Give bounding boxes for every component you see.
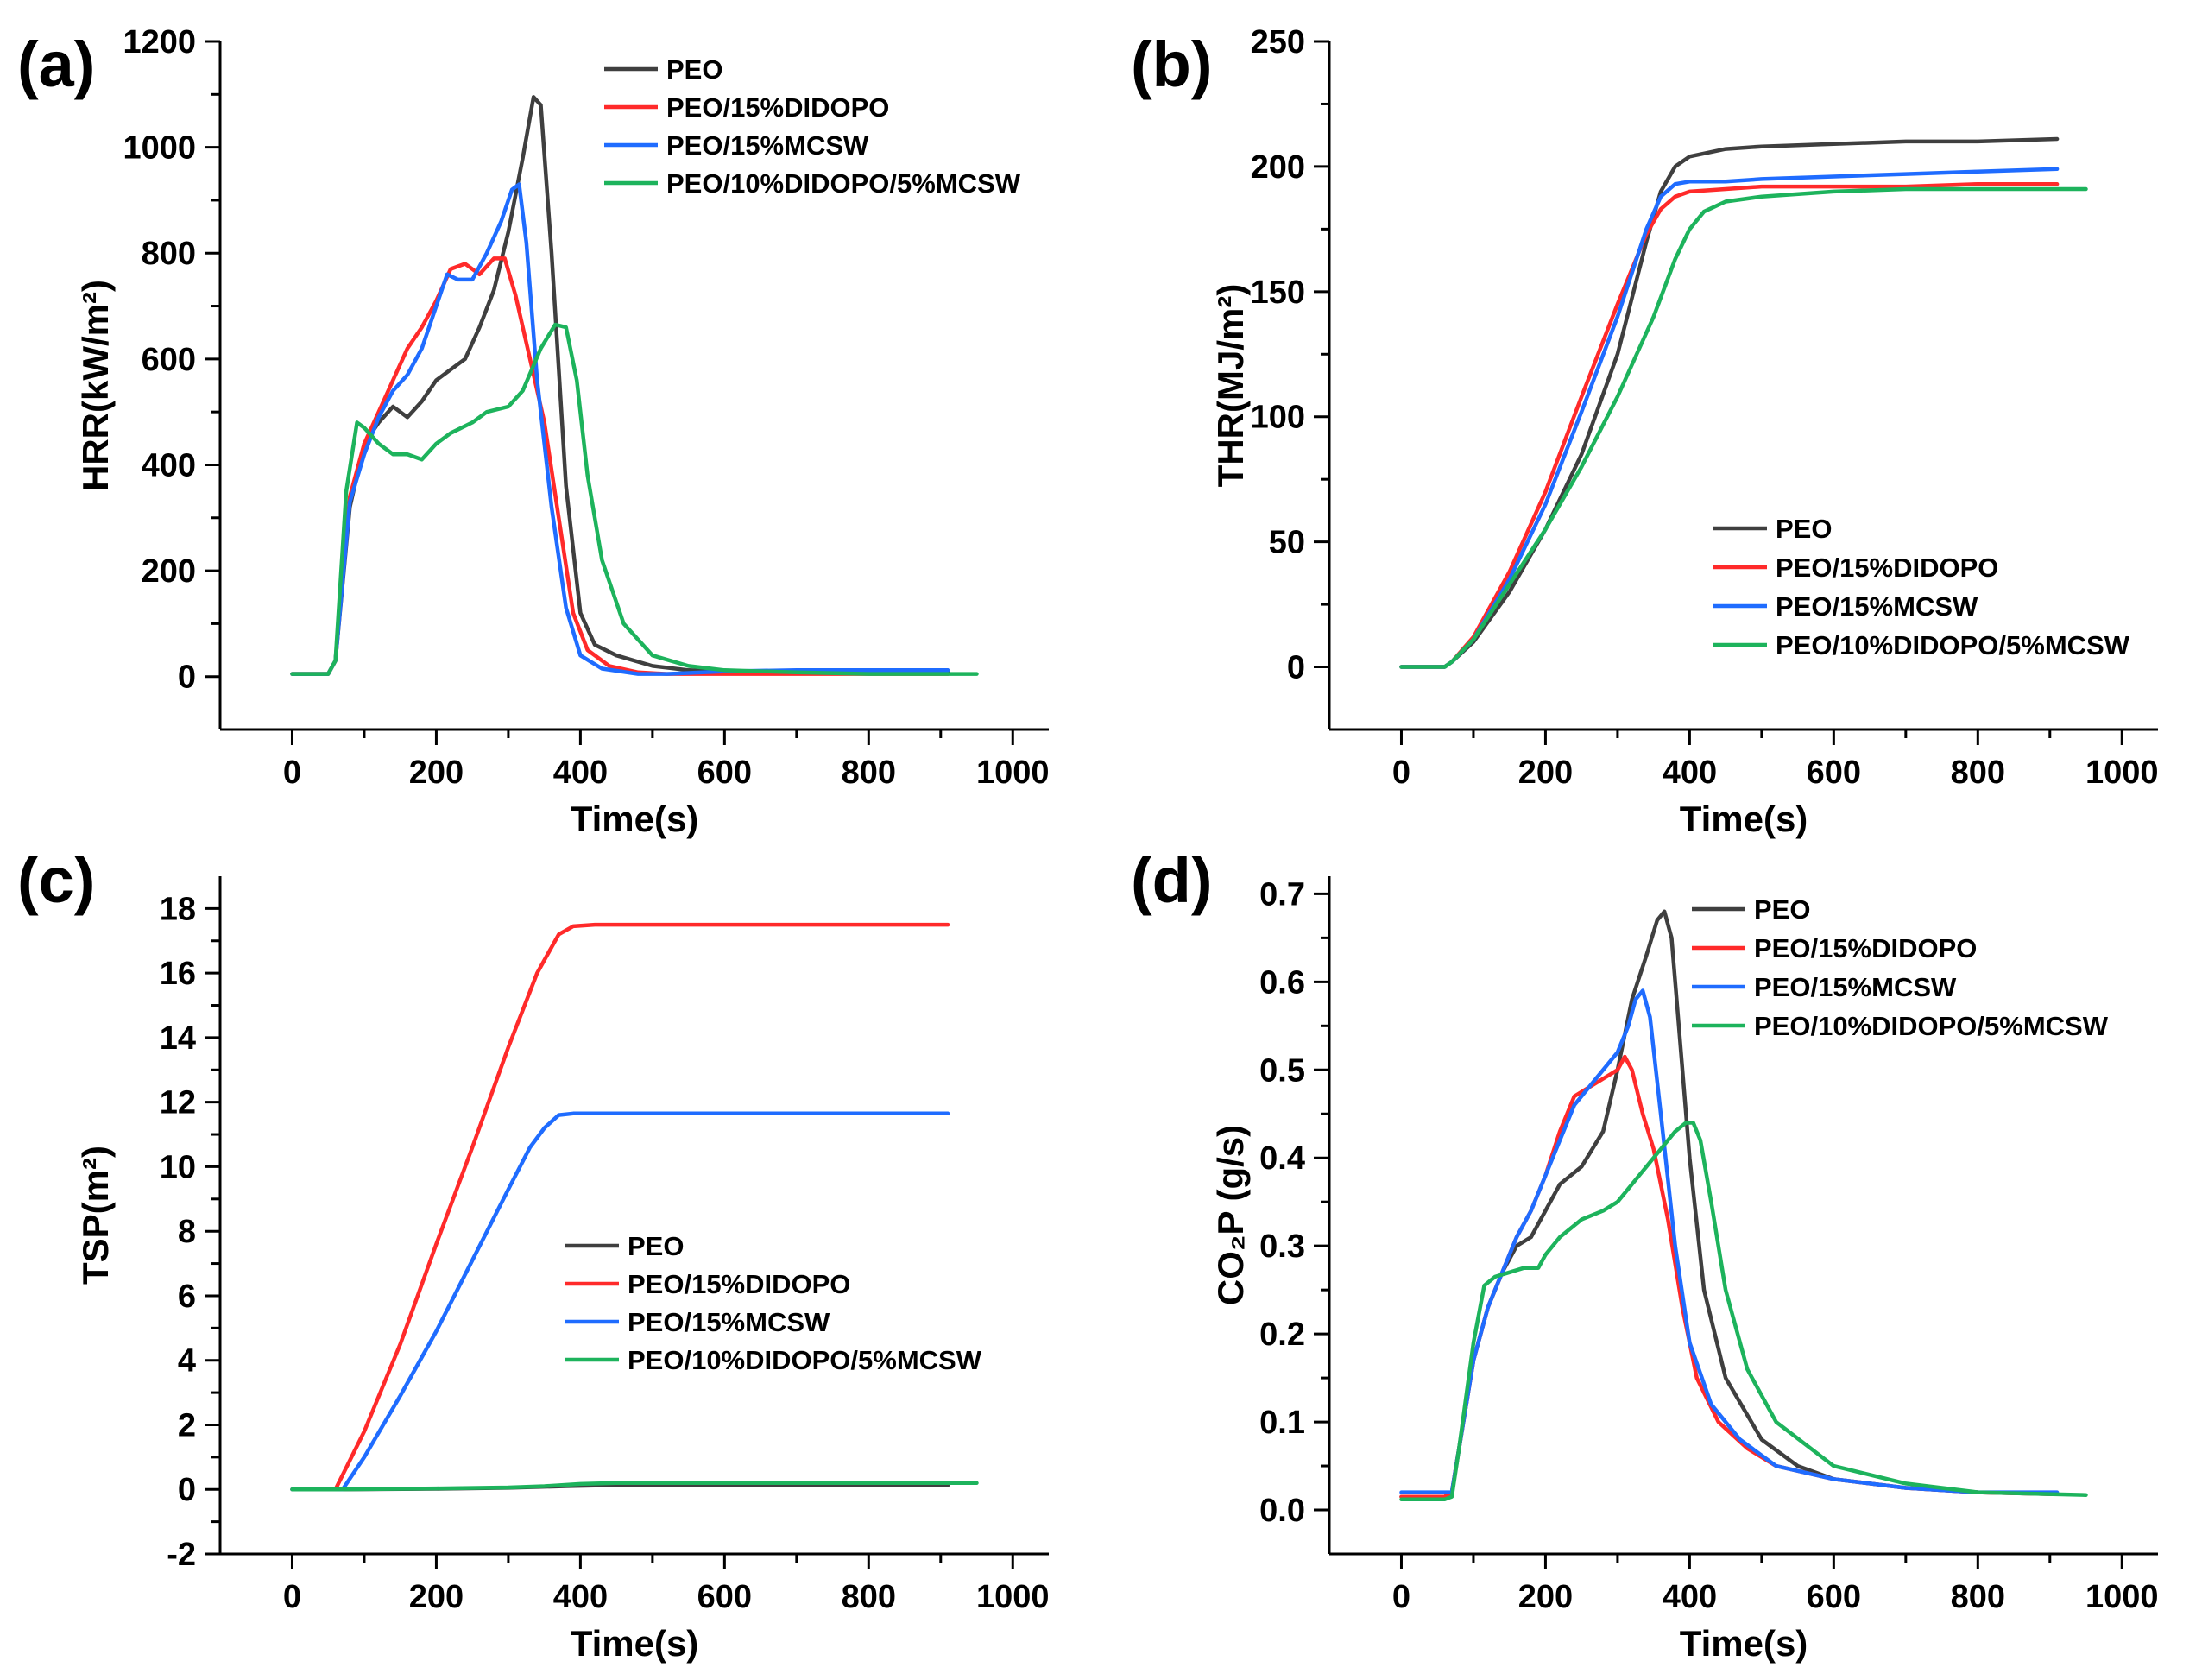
y-axis-title: CO₂P (g/s): [1210, 1125, 1251, 1305]
x-tick-label: 1000: [976, 755, 1050, 791]
legend-label: PEO/15%MCSW: [628, 1307, 830, 1337]
legend-label: PEO/15%MCSW: [1754, 972, 1957, 1002]
panel-c: 0 200 400 600 800 1000 -2 0 2 4 6 8 10 12 14 16 18 (c) Tim…: [17, 844, 1050, 1664]
legend-label: PEO: [666, 54, 722, 85]
x-tick-label: 400: [1663, 1579, 1717, 1615]
y-tick-label: 0.0: [1259, 1493, 1305, 1529]
y-tick-label: 1000: [123, 130, 196, 167]
x-tick-label: 600: [1807, 755, 1861, 791]
panel-label: (d): [1131, 844, 1213, 916]
y-tick-label: 100: [1251, 400, 1305, 436]
legend-label: PEO: [1754, 894, 1810, 925]
x-tick-label: 400: [1663, 755, 1717, 791]
series-line-2: [290, 922, 950, 1492]
y-tick-label: 0.6: [1259, 964, 1305, 1001]
panel-label: (b): [1131, 28, 1213, 100]
series-line-4: [290, 322, 979, 676]
legend-label: PEO/15%DIDOPO: [1754, 933, 1977, 963]
x-tick-label: 1000: [2085, 1579, 2159, 1615]
y-axis-title: HRR(kW/m²): [75, 280, 116, 491]
y-tick-label: 50: [1269, 525, 1305, 561]
y-tick-label: 600: [142, 342, 196, 378]
x-tick-label: 400: [553, 755, 608, 791]
y-tick-label: 6: [178, 1279, 196, 1315]
y-tick-label: 0.3: [1259, 1228, 1305, 1265]
y-tick-label: 0.5: [1259, 1052, 1305, 1089]
y-tick-label: 0: [178, 660, 196, 696]
x-tick-label: 800: [1951, 1579, 2005, 1615]
y-tick-label: 1200: [123, 24, 196, 60]
series-line-1: [1399, 909, 2060, 1499]
y-tick-label: 0.2: [1259, 1317, 1305, 1353]
series-line-3: [1399, 988, 2060, 1494]
series-line-4: [290, 1481, 979, 1492]
y-tick-label: 0: [1287, 650, 1305, 686]
y-tick-label: 200: [1251, 149, 1305, 186]
y-tick-label: 2: [178, 1407, 196, 1443]
panel-d: 0 200 400 600 800 1000 0.0 0.1 0.2 0.3 0.4 0.5 0.6 0.…: [1131, 844, 2159, 1664]
y-tick-label: 0.1: [1259, 1405, 1305, 1441]
x-tick-label: 0: [283, 1579, 301, 1615]
y-tick-label: 0.4: [1259, 1140, 1305, 1177]
x-tick-label: 800: [1951, 755, 2005, 791]
y-tick-label: 12: [160, 1085, 196, 1121]
x-axis-title: Time(s): [571, 1623, 699, 1664]
legend-label: PEO/10%DIDOPO/5%MCSW: [1776, 630, 2130, 660]
panel-a: 0 200 400 600 800 1000 0 200 400 600 800 1000 1200 (a…: [17, 24, 1050, 839]
series-line-4: [1399, 186, 2088, 669]
y-tick-label: -2: [167, 1537, 196, 1573]
panel-b: 0 200 400 600 800 1000 0 50 100 150 200 250 (b) Time(…: [1131, 24, 2159, 839]
x-tick-label: 0: [1392, 755, 1410, 791]
x-axis-title: Time(s): [1680, 1623, 1808, 1664]
y-tick-label: 150: [1251, 275, 1305, 311]
x-tick-label: 200: [409, 755, 464, 791]
x-tick-label: 800: [842, 1579, 896, 1615]
series-line-3: [290, 1111, 950, 1492]
x-axis-title: Time(s): [1680, 799, 1808, 839]
panel-label: (a): [17, 28, 95, 100]
y-tick-label: 400: [142, 447, 196, 483]
panel-label: (c): [17, 844, 95, 916]
y-axis-title: THR(MJ/m²): [1210, 284, 1251, 488]
y-tick-label: 0: [178, 1472, 196, 1508]
legend-label: PEO/10%DIDOPO/5%MCSW: [628, 1345, 982, 1375]
legend-label: PEO: [1776, 514, 1832, 544]
y-tick-label: 250: [1251, 24, 1305, 60]
y-tick-label: 4: [178, 1343, 196, 1380]
x-tick-label: 1000: [976, 1579, 1050, 1615]
y-tick-label: 14: [160, 1020, 196, 1057]
legend-label: PEO/10%DIDOPO/5%MCSW: [1754, 1011, 2109, 1041]
x-tick-label: 1000: [2085, 755, 2159, 791]
series-line-4: [1399, 1121, 2088, 1502]
y-tick-label: 8: [178, 1214, 196, 1250]
x-tick-label: 600: [697, 755, 752, 791]
y-tick-label: 16: [160, 956, 196, 992]
y-tick-label: 200: [142, 553, 196, 590]
legend-label: PEO/10%DIDOPO/5%MCSW: [666, 168, 1021, 199]
y-tick-label: 18: [160, 891, 196, 927]
legend-label: PEO/15%DIDOPO: [628, 1269, 850, 1299]
x-tick-label: 800: [842, 755, 896, 791]
legend-label: PEO/15%MCSW: [666, 130, 869, 161]
legend-label: PEO: [628, 1231, 684, 1261]
x-tick-label: 0: [1392, 1579, 1410, 1615]
x-axis-title: Time(s): [571, 799, 699, 839]
x-tick-label: 600: [697, 1579, 752, 1615]
legend-label: PEO/15%DIDOPO: [1776, 553, 1998, 583]
series-line-3: [290, 182, 950, 676]
y-tick-label: 800: [142, 236, 196, 272]
y-tick-label: 10: [160, 1149, 196, 1185]
x-tick-label: 200: [1518, 755, 1573, 791]
x-tick-label: 600: [1807, 1579, 1861, 1615]
x-tick-label: 400: [553, 1579, 608, 1615]
legend-label: PEO/15%MCSW: [1776, 591, 1978, 622]
y-tick-label: 0.7: [1259, 876, 1305, 913]
x-tick-label: 0: [283, 755, 301, 791]
y-axis-title: TSP(m²): [75, 1146, 116, 1285]
x-tick-label: 200: [409, 1579, 464, 1615]
legend-label: PEO/15%DIDOPO: [666, 92, 889, 123]
x-tick-label: 200: [1518, 1579, 1573, 1615]
